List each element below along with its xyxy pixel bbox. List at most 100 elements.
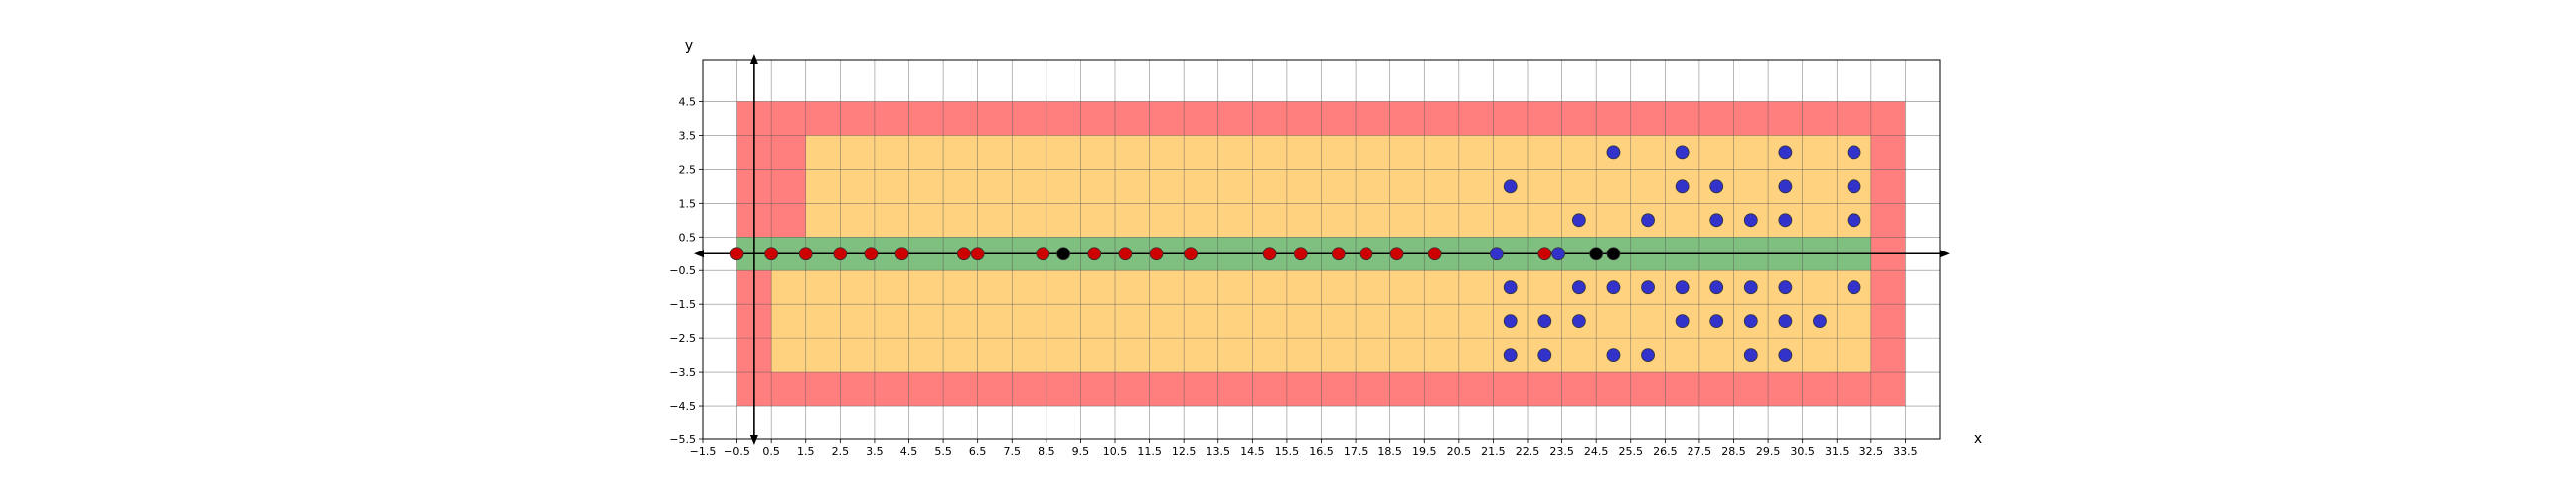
data-point-series-0	[1537, 247, 1552, 261]
x-tick-label: 3.5	[866, 445, 884, 458]
data-point-series-2	[1709, 280, 1724, 295]
x-tick-label: 24.5	[1584, 445, 1609, 458]
data-point-series-2	[1743, 348, 1758, 363]
data-point-series-0	[1036, 247, 1050, 261]
data-point-series-2	[1606, 145, 1621, 160]
y-tick-label: 0.5	[679, 231, 697, 244]
data-point-series-2	[1778, 145, 1793, 160]
data-point-series-2	[1641, 348, 1655, 363]
x-tick-label: 13.5	[1207, 445, 1231, 458]
x-tick-label: 31.5	[1825, 445, 1850, 458]
x-tick-label: 33.5	[1893, 445, 1918, 458]
x-tick-label: 17.5	[1344, 445, 1368, 458]
x-tick-label: −0.5	[724, 445, 750, 458]
y-tick-label: −2.5	[669, 332, 696, 345]
data-point-series-2	[1503, 314, 1518, 329]
y-tick-label: −4.5	[669, 400, 696, 413]
x-tick-label: 26.5	[1653, 445, 1678, 458]
x-tick-label: 28.5	[1721, 445, 1746, 458]
data-point-series-2	[1847, 145, 1861, 160]
data-point-series-2	[1675, 179, 1690, 194]
x-tick-label: 14.5	[1240, 445, 1265, 458]
x-tick-label: 11.5	[1137, 445, 1162, 458]
data-point-series-2	[1571, 213, 1586, 228]
x-tick-label: 29.5	[1756, 445, 1781, 458]
x-tick-label: 10.5	[1103, 445, 1128, 458]
data-point-series-0	[1262, 247, 1277, 261]
x-tick-label: 2.5	[832, 445, 850, 458]
x-tick-label: 0.5	[762, 445, 780, 458]
x-axis-arrow-left	[694, 250, 704, 258]
data-point-series-2	[1743, 314, 1758, 329]
data-point-series-1	[1606, 247, 1621, 261]
x-tick-label: 20.5	[1447, 445, 1472, 458]
data-point-series-2	[1571, 314, 1586, 329]
y-tick-label: 4.5	[679, 95, 697, 108]
data-point-series-2	[1503, 280, 1518, 295]
data-point-series-0	[956, 247, 971, 261]
y-axis-label: y	[685, 38, 693, 54]
data-point-series-0	[864, 247, 879, 261]
tick-labels: −1.5 −0.5 0.5 1.5 2.5 3.5 4.5 5.5 6.5 7.5 8.5 9.5 10…	[669, 95, 1917, 458]
data-point-series-1	[1589, 247, 1604, 261]
data-point-series-2	[1743, 213, 1758, 228]
data-point-series-2	[1503, 179, 1518, 194]
data-point-series-2	[1847, 179, 1861, 194]
x-tick-label: 16.5	[1309, 445, 1334, 458]
x-tick-label: 9.5	[1072, 445, 1090, 458]
y-tick-label: −5.5	[669, 433, 696, 446]
x-tick-label: 15.5	[1275, 445, 1300, 458]
points-layer	[729, 145, 1861, 363]
x-tick-label: 19.5	[1412, 445, 1437, 458]
data-point-series-2	[1778, 314, 1793, 329]
data-point-series-2	[1489, 247, 1504, 261]
data-point-series-0	[1149, 247, 1164, 261]
data-point-series-2	[1778, 348, 1793, 363]
data-point-series-0	[798, 247, 813, 261]
data-point-series-2	[1641, 280, 1655, 295]
data-point-series-2	[1743, 280, 1758, 295]
data-point-series-0	[894, 247, 909, 261]
x-tick-label: 22.5	[1516, 445, 1540, 458]
data-point-series-2	[1606, 348, 1621, 363]
data-point-series-0	[1427, 247, 1442, 261]
x-tick-label: 32.5	[1859, 445, 1884, 458]
x-tick-label: 6.5	[969, 445, 987, 458]
x-tick-label: 21.5	[1481, 445, 1506, 458]
y-tick-label: −3.5	[669, 366, 696, 379]
x-tick-label: 27.5	[1688, 445, 1712, 458]
data-point-series-0	[729, 247, 744, 261]
data-point-series-0	[1118, 247, 1133, 261]
x-tick-label: 4.5	[900, 445, 918, 458]
x-tick-label: 30.5	[1790, 445, 1815, 458]
data-point-series-0	[1087, 247, 1102, 261]
data-point-series-1	[1056, 247, 1071, 261]
x-axis-label: x	[1974, 431, 1982, 447]
y-tick-label: −1.5	[669, 298, 696, 311]
data-point-series-2	[1778, 213, 1793, 228]
data-point-series-2	[1778, 179, 1793, 194]
data-point-series-0	[1293, 247, 1308, 261]
data-point-series-2	[1675, 314, 1690, 329]
y-axis-arrow-up	[749, 54, 758, 64]
data-point-series-2	[1606, 280, 1621, 295]
data-point-series-0	[1184, 247, 1198, 261]
x-axis-arrow-right	[1940, 250, 1950, 258]
data-point-series-2	[1709, 314, 1724, 329]
data-point-series-2	[1675, 145, 1690, 160]
y-tick-label: 1.5	[679, 197, 697, 210]
x-tick-label: 23.5	[1549, 445, 1574, 458]
y-tick-label: −0.5	[669, 264, 696, 277]
data-point-series-0	[970, 247, 985, 261]
x-tick-label: 8.5	[1038, 445, 1055, 458]
region-1	[805, 135, 1871, 238]
data-point-series-2	[1847, 213, 1861, 228]
x-tick-label: −1.5	[690, 445, 717, 458]
x-tick-label: 7.5	[1004, 445, 1022, 458]
data-point-series-0	[1331, 247, 1346, 261]
data-point-series-2	[1503, 348, 1518, 363]
data-point-series-2	[1847, 280, 1861, 295]
data-point-series-2	[1641, 213, 1655, 228]
data-point-series-0	[833, 247, 848, 261]
